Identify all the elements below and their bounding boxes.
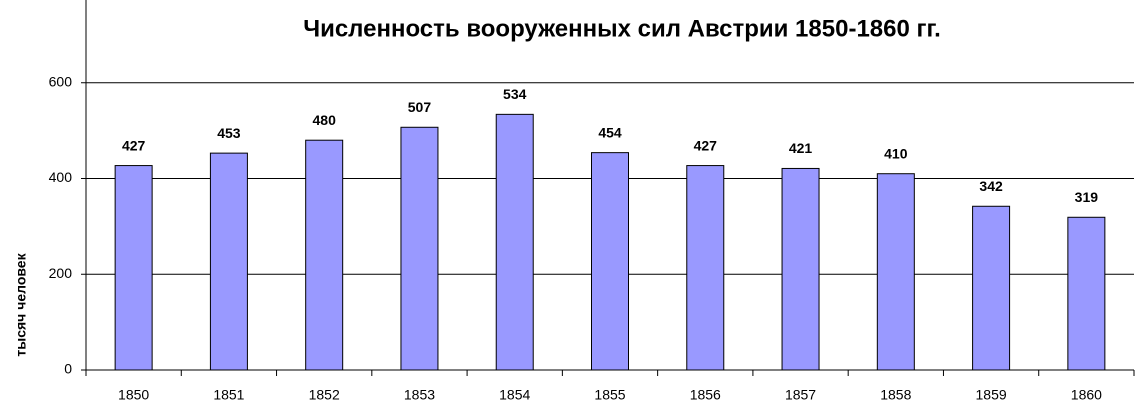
bar	[495, 113, 534, 371]
value-label: 507	[408, 99, 432, 115]
x-tick-label: 1851	[213, 387, 244, 403]
y-tick-label: 400	[49, 169, 73, 185]
bar	[972, 205, 1011, 371]
x-tick-label: 1858	[880, 387, 911, 403]
value-label: 421	[789, 140, 813, 156]
value-label: 454	[598, 124, 622, 140]
x-tick-label: 1852	[309, 387, 340, 403]
value-label: 453	[217, 125, 241, 141]
bar	[209, 152, 248, 371]
bar	[686, 165, 725, 371]
value-label: 319	[1075, 189, 1099, 205]
value-label: 410	[884, 145, 908, 161]
y-tick-label: 600	[49, 73, 73, 89]
x-tick-label: 1860	[1071, 387, 1102, 403]
bar	[114, 165, 153, 371]
x-tick-label: 1859	[976, 387, 1007, 403]
value-label: 534	[503, 86, 527, 102]
value-label: 342	[979, 178, 1003, 194]
x-tick-label: 1854	[499, 387, 530, 403]
value-label: 427	[694, 137, 718, 153]
bar	[1067, 216, 1106, 371]
x-tick-label: 1857	[785, 387, 816, 403]
y-axis-label: тысяч человек	[13, 252, 29, 356]
y-tick-label: 200	[49, 265, 73, 281]
bar	[781, 167, 820, 371]
chart-title: Численность вооруженных сил Австрии 1850…	[303, 15, 941, 42]
y-tick-label: 0	[64, 361, 72, 377]
value-label: 427	[122, 137, 146, 153]
bar	[400, 126, 439, 371]
x-tick-label: 1855	[594, 387, 625, 403]
x-tick-label: 1853	[404, 387, 435, 403]
value-label: 480	[313, 112, 337, 128]
bar	[305, 139, 344, 371]
bar	[876, 173, 915, 371]
x-tick-label: 1856	[690, 387, 721, 403]
bar	[591, 152, 629, 371]
x-tick-label: 1850	[118, 387, 149, 403]
